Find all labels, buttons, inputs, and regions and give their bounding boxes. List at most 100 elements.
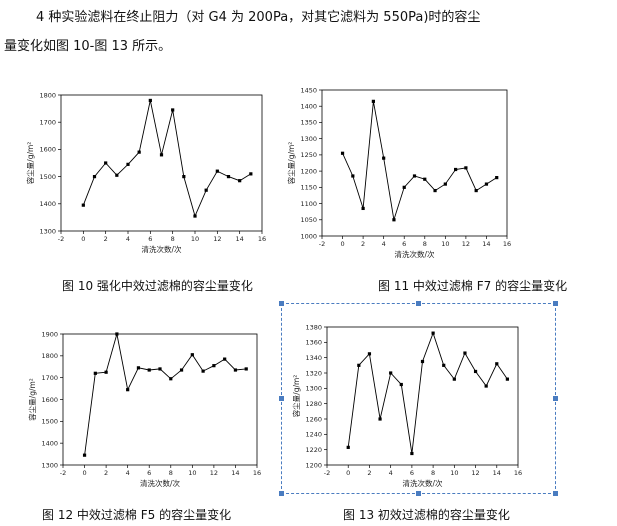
- chart1-x-axis-label: 清洗次数/次: [394, 249, 435, 259]
- chart2-point-15: [244, 367, 248, 371]
- chart3-x-tick-label-7: 12: [471, 469, 479, 477]
- chart3-y-axis-label: 容尘量/g/m²: [291, 375, 301, 418]
- resize-handle-bottom-right[interactable]: [553, 491, 558, 496]
- resize-handle-bottom-center[interactable]: [416, 491, 421, 496]
- chart0-y-tick-label-2: 1500: [39, 173, 56, 181]
- chart1-point-9: [433, 188, 437, 193]
- chart1-point-7: [412, 174, 417, 178]
- chart0-x-tick-label-6: 10: [191, 235, 199, 243]
- chart3-point-8: [431, 331, 435, 335]
- chart2-y-tick-label-1: 1400: [41, 439, 58, 447]
- chart0-x-tick-label-4: 6: [148, 235, 152, 243]
- chart2-y-tick-label-2: 1500: [41, 418, 58, 426]
- chart1-y-tick-label-7: 1350: [300, 119, 317, 127]
- chart1-point-6: [402, 185, 406, 189]
- chart1-y-tick-label-0: 1000: [300, 232, 317, 240]
- chart0-y-tick-label-4: 1700: [39, 119, 56, 127]
- chart1-y-tick-label-8: 1400: [300, 103, 317, 111]
- chart3-x-tick-label-8: 14: [493, 469, 501, 477]
- chart1-point-15: [495, 176, 499, 180]
- chart1-y-tick-label-1: 1050: [300, 216, 317, 224]
- chart1-point-0: [340, 151, 345, 155]
- chart3-x-tick-label-5: 8: [431, 469, 435, 477]
- chart3-point-11: [463, 351, 467, 355]
- chart0-point-3: [115, 173, 119, 177]
- chart0-point-11: [204, 188, 208, 192]
- chart3-y-tick-label-6: 1320: [305, 369, 322, 377]
- chart1-point-2: [361, 206, 365, 211]
- resize-handle-top-left[interactable]: [279, 301, 284, 306]
- chart3-point-5: [399, 382, 403, 387]
- chart2-y-tick-label-3: 1600: [41, 396, 58, 404]
- chart2-x-tick-label-7: 12: [210, 469, 218, 477]
- chart0-point-10: [193, 214, 197, 218]
- paragraph-line-1: 4 种实验滤料在终止阻力（对 G4 为 200Pa，对其它滤料为 550Pa)时…: [36, 10, 481, 25]
- chart0-x-tick-label-9: 16: [258, 235, 266, 243]
- chart2-x-tick-label-4: 6: [147, 469, 151, 477]
- chart2-y-tick-label-6: 1900: [41, 330, 58, 338]
- chart3-series-line: [347, 331, 508, 454]
- chart3-point-0: [346, 445, 350, 449]
- chart3-point-14: [495, 362, 499, 366]
- chart3-point-3: [378, 417, 382, 421]
- chart0-x-tick-label-0: -2: [58, 235, 64, 243]
- chart0-point-8: [171, 108, 175, 112]
- chart0-x-tick-label-8: 14: [236, 235, 244, 243]
- chart2-y-axis-label: 容尘量/g/m²: [27, 378, 37, 421]
- chart0-plot-frame: [60, 94, 263, 232]
- chart3-x-tick-label-9: 16: [514, 469, 522, 477]
- chart0-point-5: [137, 150, 141, 154]
- chart1-point-14: [484, 182, 489, 186]
- chart3-point-7: [420, 359, 425, 364]
- chart0-point-0: [81, 203, 85, 207]
- chart0-x-tick-label-2: 2: [104, 235, 108, 243]
- resize-handle-top-right[interactable]: [553, 301, 558, 306]
- chart3-x-tick-label-3: 4: [389, 469, 393, 477]
- resize-handle-top-center[interactable]: [416, 301, 421, 306]
- chart3-x-tick-label-4: 6: [410, 469, 414, 477]
- chart2-point-3: [115, 332, 119, 336]
- figure-11: -2 0 2 4 6 8 10 12 14 16 1000 1050 1100 1150 1200 1250 1…: [0, 78, 617, 293]
- chart0-point-2: [104, 161, 108, 165]
- caption-figure-13: 图 13 初效过滤棉的容尘量变化: [343, 508, 510, 522]
- resize-handle-middle-right[interactable]: [553, 396, 558, 401]
- chart2-x-tick-label-3: 4: [126, 469, 130, 477]
- chart3-x-axis-label: 清洗次数/次: [402, 478, 443, 488]
- chart2-point-4: [126, 388, 130, 392]
- chart1-x-tick-label-7: 12: [462, 240, 470, 248]
- chart1-x-tick-label-3: 4: [382, 240, 386, 248]
- chart1-x-tick-label-0: -2: [319, 240, 325, 248]
- chart1-y-tick-label-9: 1450: [300, 86, 317, 94]
- chart1-point-5: [392, 218, 396, 222]
- chart0-y-tick-label-1: 1400: [39, 200, 56, 208]
- chart-figure-11: -2 0 2 4 6 8 10 12 14 16 1000 1050 1100 1150 1200 1250 1…: [286, 86, 511, 259]
- chart1-x-tick-label-5: 8: [423, 240, 427, 248]
- resize-handle-middle-left[interactable]: [279, 396, 284, 401]
- chart2-x-axis-label: 清洗次数/次: [140, 478, 181, 488]
- chart0-x-tick-label-1: 0: [81, 235, 85, 243]
- chart2-x-tick-label-8: 14: [231, 469, 239, 477]
- chart1-x-tick-label-6: 10: [441, 240, 449, 248]
- chart0-point-6: [148, 98, 152, 103]
- chart1-y-tick-label-4: 1200: [300, 167, 317, 175]
- chart2-point-2: [104, 370, 108, 374]
- resize-handle-bottom-left[interactable]: [279, 491, 284, 496]
- chart0-x-tick-label-7: 12: [213, 235, 221, 243]
- chart2-x-tick-label-1: 0: [82, 469, 86, 477]
- caption-figure-12: 图 12 中效过滤棉 F5 的容尘量变化: [42, 508, 232, 522]
- chart3-y-tick-label-1: 1220: [305, 446, 322, 454]
- chart1-x-tick-label-2: 2: [361, 240, 365, 248]
- chart1-y-tick-label-6: 1300: [300, 135, 317, 143]
- chart2-point-0: [82, 453, 87, 457]
- chart1-point-3: [371, 99, 375, 103]
- chart1-x-tick-label-8: 14: [482, 240, 490, 248]
- chart2-point-12: [212, 364, 216, 368]
- chart3-point-13: [484, 384, 488, 388]
- chart2-point-11: [201, 369, 205, 373]
- chart1-y-axis-label: 容尘量/g/m²: [286, 142, 296, 185]
- chart0-point-1: [92, 175, 97, 179]
- chart3-y-tick-label-2: 1240: [305, 431, 322, 439]
- chart3-x-tick-label-6: 10: [450, 469, 458, 477]
